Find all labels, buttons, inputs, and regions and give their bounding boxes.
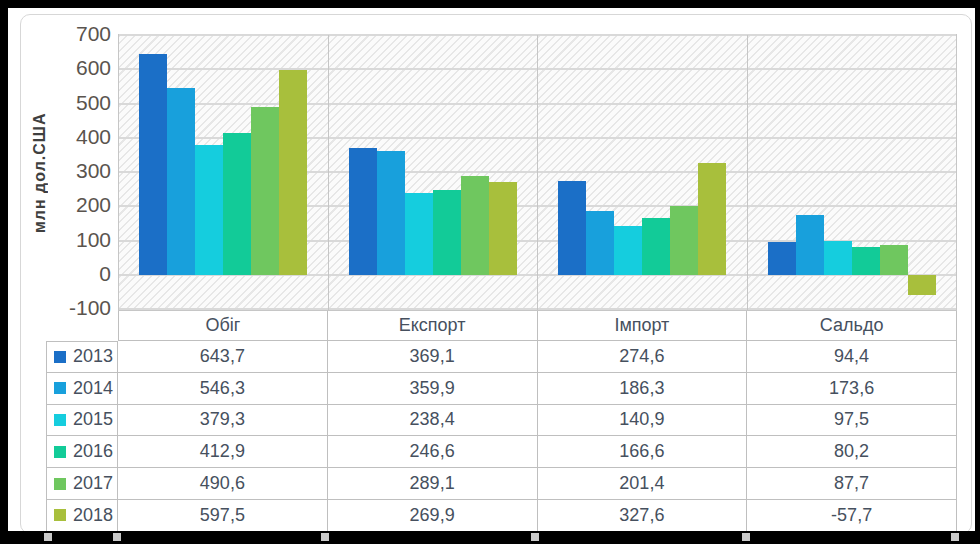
category-section-2 xyxy=(328,35,538,310)
bar-2013-cat4 xyxy=(768,242,796,274)
value-cell-2017-cat3: 201,4 xyxy=(538,468,748,500)
legend-cell-2017: 2017 xyxy=(46,468,118,500)
y-tick-label: 500 xyxy=(76,90,111,114)
value-cell-2016-cat4: 80,2 xyxy=(747,436,957,468)
legend-swatch-icon xyxy=(54,414,66,426)
bar-2015-cat4 xyxy=(824,241,852,274)
bar-2018-cat3 xyxy=(698,163,726,275)
value-cell-2018-cat3: 327,6 xyxy=(538,500,748,532)
selection-handle xyxy=(44,533,52,541)
category-section-3 xyxy=(537,35,747,310)
y-tick-label: 700 xyxy=(76,22,111,46)
table-header-3: Імпорт xyxy=(538,311,748,341)
legend-cell-2018: 2018 xyxy=(46,500,118,532)
value-cell-2017-cat1: 490,6 xyxy=(118,468,328,500)
value-cell-2013-cat4: 94,4 xyxy=(747,341,957,373)
frame-bottom xyxy=(0,531,980,544)
bar-2014-cat4 xyxy=(796,215,824,274)
bar-2016-cat1 xyxy=(223,133,251,274)
legend-swatch-icon xyxy=(54,478,66,490)
bar-2018-cat4 xyxy=(908,275,936,295)
legend-swatch-icon xyxy=(54,509,66,521)
value-cell-2014-cat2: 359,9 xyxy=(328,373,538,405)
category-section-1 xyxy=(119,35,328,310)
selection-handle xyxy=(742,533,750,541)
table-header-4: Сальдо xyxy=(747,311,957,341)
bar-2017-cat3 xyxy=(670,206,698,275)
legend-swatch-icon xyxy=(54,382,66,394)
year-label: 2017 xyxy=(73,473,113,494)
bar-2017-cat2 xyxy=(461,176,489,275)
y-axis-ticks: 7006005004003002001000-100 xyxy=(61,34,115,311)
bar-2017-cat4 xyxy=(880,245,908,275)
bar-2014-cat2 xyxy=(377,151,405,274)
bar-2015-cat2 xyxy=(405,193,433,275)
legend-cell-2013: 2013 xyxy=(46,341,118,373)
value-cell-2015-cat4: 97,5 xyxy=(747,405,957,437)
value-cell-2013-cat1: 643,7 xyxy=(118,341,328,373)
value-cell-2013-cat3: 274,6 xyxy=(538,341,748,373)
value-cell-2014-cat1: 546,3 xyxy=(118,373,328,405)
selection-handle xyxy=(113,533,121,541)
year-label: 2018 xyxy=(73,505,113,526)
value-cell-2015-cat1: 379,3 xyxy=(118,405,328,437)
bar-2016-cat3 xyxy=(642,218,670,275)
legend-swatch-icon xyxy=(54,351,66,363)
value-cell-2015-cat3: 140,9 xyxy=(538,405,748,437)
legend-cell-2015: 2015 xyxy=(46,405,118,437)
y-tick-label: 300 xyxy=(76,159,111,183)
bar-2016-cat2 xyxy=(433,190,461,274)
value-cell-2014-cat3: 186,3 xyxy=(538,373,748,405)
bar-2016-cat4 xyxy=(852,247,880,274)
table-header-1: Обіг xyxy=(118,311,328,341)
value-cell-2016-cat1: 412,9 xyxy=(118,436,328,468)
bar-2014-cat3 xyxy=(586,211,614,275)
frame-top xyxy=(0,0,980,8)
y-tick-label: 0 xyxy=(99,261,111,285)
bar-2018-cat2 xyxy=(489,182,517,274)
y-tick-label: 600 xyxy=(76,56,111,80)
value-cell-2018-cat1: 597,5 xyxy=(118,500,328,532)
legend-cell-2014: 2014 xyxy=(46,373,118,405)
value-cell-2018-cat4: -57,7 xyxy=(747,500,957,532)
value-cell-2017-cat4: 87,7 xyxy=(747,468,957,500)
data-table: ОбігЕкспортІмпортСальдо 2013643,7369,1274… xyxy=(46,311,957,532)
frame-left xyxy=(0,0,8,544)
value-cell-2013-cat2: 369,1 xyxy=(328,341,538,373)
y-axis-title: млн дол.США xyxy=(27,34,53,311)
bar-2015-cat3 xyxy=(614,226,642,274)
year-label: 2015 xyxy=(73,409,113,430)
bar-2013-cat2 xyxy=(349,148,377,274)
selection-handle xyxy=(531,533,539,541)
bar-2015-cat1 xyxy=(195,145,223,275)
table-header-2: Експорт xyxy=(328,311,538,341)
value-cell-2016-cat3: 166,6 xyxy=(538,436,748,468)
bar-2013-cat3 xyxy=(558,181,586,275)
selection-handle xyxy=(951,533,959,541)
value-cell-2014-cat4: 173,6 xyxy=(747,373,957,405)
value-cell-2018-cat2: 269,9 xyxy=(328,500,538,532)
value-cell-2015-cat2: 238,4 xyxy=(328,405,538,437)
value-cell-2017-cat2: 289,1 xyxy=(328,468,538,500)
y-tick-label: 400 xyxy=(76,124,111,148)
year-label: 2016 xyxy=(73,441,113,462)
bar-2013-cat1 xyxy=(139,54,167,274)
selection-handle xyxy=(321,533,329,541)
bar-2014-cat1 xyxy=(167,88,195,275)
value-cell-2016-cat2: 246,6 xyxy=(328,436,538,468)
y-tick-label: 200 xyxy=(76,193,111,217)
legend-swatch-icon xyxy=(54,446,66,458)
plot-area xyxy=(118,34,957,311)
year-label: 2014 xyxy=(73,378,113,399)
y-tick-label: 100 xyxy=(76,227,111,251)
bar-2018-cat1 xyxy=(279,70,307,275)
frame-right xyxy=(975,0,980,544)
chart-object: млн дол.США 7006005004003002001000-100 О… xyxy=(20,14,972,534)
bar-2017-cat1 xyxy=(251,107,279,275)
legend-cell-2016: 2016 xyxy=(46,436,118,468)
category-section-4 xyxy=(747,35,957,310)
year-label: 2013 xyxy=(73,346,113,367)
table-corner-cell xyxy=(46,311,118,341)
